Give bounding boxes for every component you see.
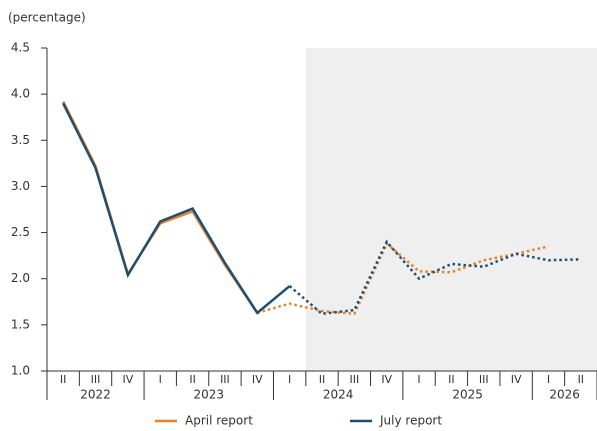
legend-label: July report [379, 414, 442, 428]
x-tick-label: II [189, 373, 196, 386]
x-tick-label: III [479, 373, 489, 386]
y-tick-label: 1.0 [11, 364, 30, 378]
line [62, 102, 291, 315]
y-tick-label: 3.0 [11, 179, 30, 193]
x-tick-label: II [60, 373, 67, 386]
x-tick-label: II [319, 373, 326, 386]
year-label: 2026 [549, 388, 580, 402]
year-label: 2022 [80, 388, 111, 402]
x-tick-label: I [159, 373, 162, 386]
forecast-shade [305, 48, 597, 371]
x-tick-label: III [91, 373, 101, 386]
x-tick-label: I [547, 373, 550, 386]
forecast-line [288, 239, 581, 316]
x-tick-label: IV [252, 373, 263, 386]
x-tick-label: I [288, 373, 291, 386]
y-tick-label: 4.5 [11, 41, 30, 55]
year-label: 2025 [452, 388, 483, 402]
y-tick-label: 2.5 [11, 225, 30, 239]
line [62, 100, 259, 314]
x-tick-label: III [349, 373, 359, 386]
y-tick-label: 2.0 [11, 271, 30, 285]
forecast-line [256, 241, 549, 316]
year-label: 2023 [193, 388, 224, 402]
x-tick-label: II [448, 373, 455, 386]
x-tick-label: III [220, 373, 230, 386]
x-tick-label: IV [381, 373, 392, 386]
y-tick-label: 3.5 [11, 133, 30, 147]
x-tick-label: IV [511, 373, 522, 386]
x-tick-label: IV [122, 373, 133, 386]
y-axis-label: (percentage) [8, 11, 86, 25]
x-tick-label: II [578, 373, 585, 386]
y-tick-label: 4.0 [11, 87, 30, 101]
year-label: 2024 [323, 388, 354, 402]
legend-label: April report [185, 414, 253, 428]
y-tick-label: 1.5 [11, 317, 30, 331]
x-tick-label: I [417, 373, 420, 386]
